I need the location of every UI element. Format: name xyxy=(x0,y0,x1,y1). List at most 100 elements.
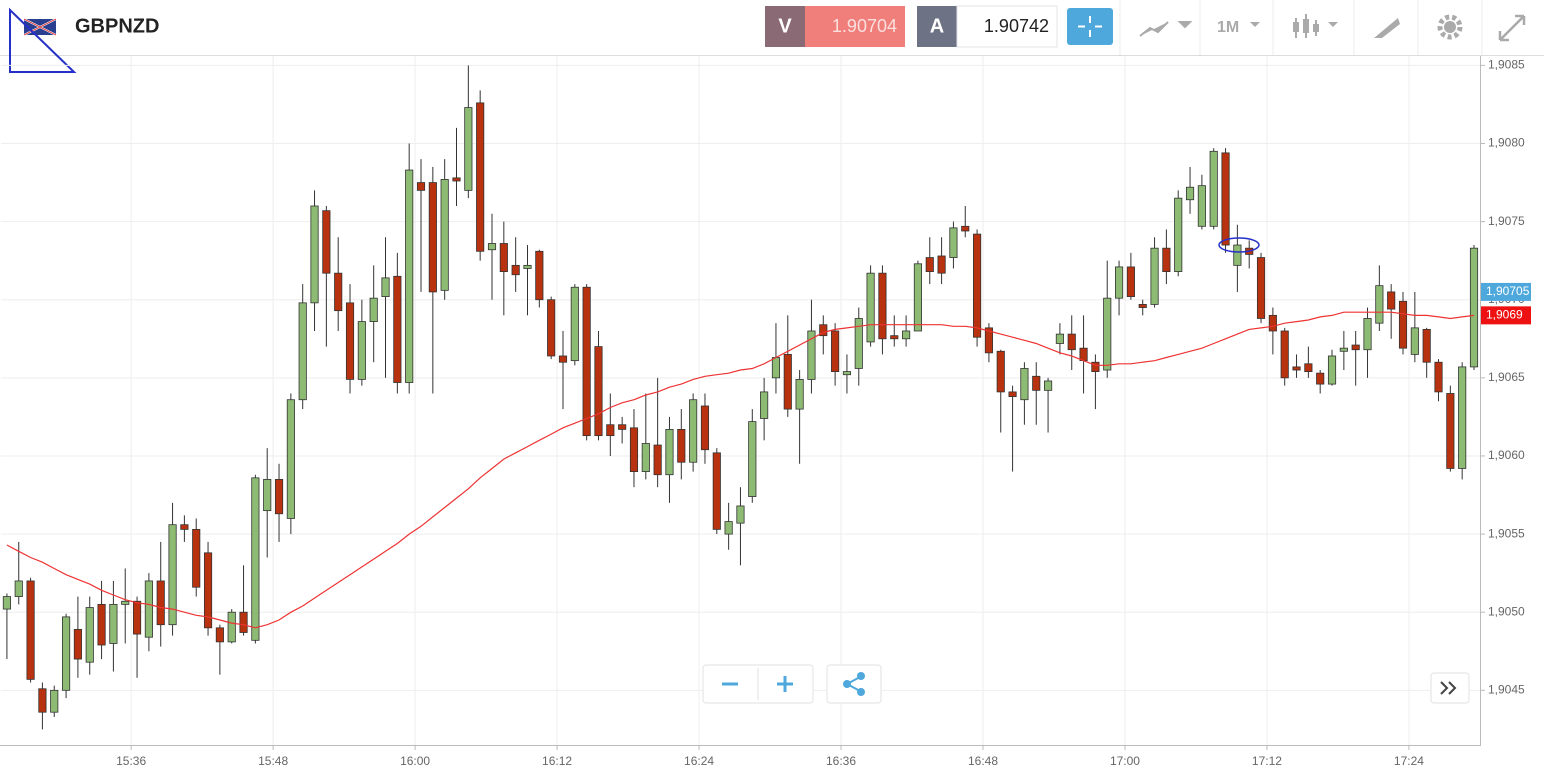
candle-body xyxy=(1197,185,1206,227)
y-tick-label: 1,9065 xyxy=(1488,370,1525,384)
timeframe[interactable]: 1M xyxy=(1217,19,1239,36)
candle-body xyxy=(1280,330,1289,379)
candle-body xyxy=(499,243,508,273)
candle-body xyxy=(878,272,887,340)
y-tick-label: 1,9055 xyxy=(1488,526,1525,540)
candle-body xyxy=(26,580,35,680)
candle-body xyxy=(1233,244,1242,266)
share-dot xyxy=(857,688,865,696)
candle-body xyxy=(298,302,307,401)
price-tag xyxy=(1481,282,1531,301)
candle-body xyxy=(1008,391,1017,397)
candle-body xyxy=(831,330,840,372)
candle-body xyxy=(345,302,355,380)
candle-body xyxy=(192,528,201,588)
candle-body xyxy=(1316,372,1325,385)
candle-body xyxy=(369,297,378,323)
candle-body xyxy=(854,318,863,369)
bid-label-box[interactable] xyxy=(765,6,805,47)
candle-body xyxy=(1446,393,1455,469)
y-tick-label: 1,9060 xyxy=(1488,448,1525,462)
y-tick-label: 1,9050 xyxy=(1488,604,1525,618)
candle-body xyxy=(700,405,710,451)
scroll-end-box[interactable] xyxy=(1430,672,1470,704)
candle-body xyxy=(1185,186,1195,201)
candle-body xyxy=(677,429,686,463)
candle-body xyxy=(1162,247,1171,273)
candle-body xyxy=(795,379,804,410)
x-tick-label: 17:24 xyxy=(1394,754,1424,768)
candle-body xyxy=(618,424,627,430)
candle-body xyxy=(476,102,485,252)
settings-icon[interactable] xyxy=(1437,14,1463,40)
candle-caret xyxy=(1328,22,1338,27)
candle-body xyxy=(156,580,165,626)
candle-body xyxy=(97,603,106,646)
candle-body xyxy=(712,452,721,530)
crosshair-icon xyxy=(1078,16,1102,37)
candle-body xyxy=(819,324,828,337)
x-tick-label: 17:12 xyxy=(1252,754,1282,768)
candle-body xyxy=(440,179,449,291)
x-tick-label: 15:36 xyxy=(116,754,146,768)
ask-label[interactable]: A xyxy=(930,15,944,37)
candle-body xyxy=(866,272,875,343)
zoom-in[interactable] xyxy=(777,676,793,692)
fullscreen-icon[interactable] xyxy=(1498,14,1526,42)
candle-body xyxy=(109,603,118,644)
candle-body xyxy=(1469,247,1479,368)
candle-body xyxy=(132,600,142,635)
candle-body xyxy=(14,580,23,597)
price-tag-label: 1,9069 xyxy=(1486,308,1523,322)
candle-body xyxy=(180,524,189,530)
draw-icon[interactable] xyxy=(1374,18,1400,38)
price-tag xyxy=(1481,306,1531,325)
bid-box[interactable] xyxy=(805,6,905,47)
ask-label-box[interactable] xyxy=(917,6,957,47)
candle-body xyxy=(121,600,130,605)
plot xyxy=(1,56,1480,745)
candle-body xyxy=(807,330,816,380)
candle-body xyxy=(973,233,982,338)
crosshair-button[interactable] xyxy=(1067,8,1113,45)
candle-body xyxy=(1387,291,1396,310)
candle-body xyxy=(428,182,437,293)
candle-body xyxy=(251,477,260,641)
ask-box[interactable] xyxy=(956,5,1058,48)
candle-body xyxy=(215,627,224,643)
candle-body xyxy=(1103,297,1112,371)
candle-body xyxy=(1375,285,1384,324)
candle-body xyxy=(760,391,769,419)
candle-body xyxy=(535,250,544,301)
candle-body xyxy=(1268,314,1277,332)
bid-price[interactable]: 1.90704 xyxy=(832,16,897,36)
candle-body xyxy=(1256,257,1266,319)
y-tick-label: 1,9075 xyxy=(1488,214,1525,228)
candle-body xyxy=(689,399,698,463)
x-tick-label: 16:12 xyxy=(542,754,572,768)
x-tick-label: 16:36 xyxy=(826,754,856,768)
candle-body xyxy=(984,327,993,354)
zoom-controls xyxy=(702,664,1470,704)
candle-body xyxy=(227,611,236,643)
share-dot xyxy=(857,672,865,680)
candle-body xyxy=(393,275,402,383)
bid-label[interactable]: V xyxy=(778,15,792,37)
chart-type-icon[interactable] xyxy=(1139,21,1193,37)
candle-body xyxy=(203,552,213,629)
candle-icon-body xyxy=(1303,19,1309,33)
candle-body xyxy=(239,611,248,633)
candle-body xyxy=(1351,344,1360,351)
ask-price[interactable]: 1.90742 xyxy=(984,16,1049,36)
symbol: GBPNZD xyxy=(75,15,159,37)
candle-body xyxy=(523,264,532,269)
candle-body xyxy=(937,255,946,274)
candle-body xyxy=(286,399,295,519)
candle-body xyxy=(50,689,59,713)
candle-body xyxy=(665,429,674,476)
y-tick-label: 1,9045 xyxy=(1488,682,1525,696)
candle-body xyxy=(1292,366,1301,371)
candle-body xyxy=(1410,327,1419,355)
candle-body xyxy=(653,444,662,476)
